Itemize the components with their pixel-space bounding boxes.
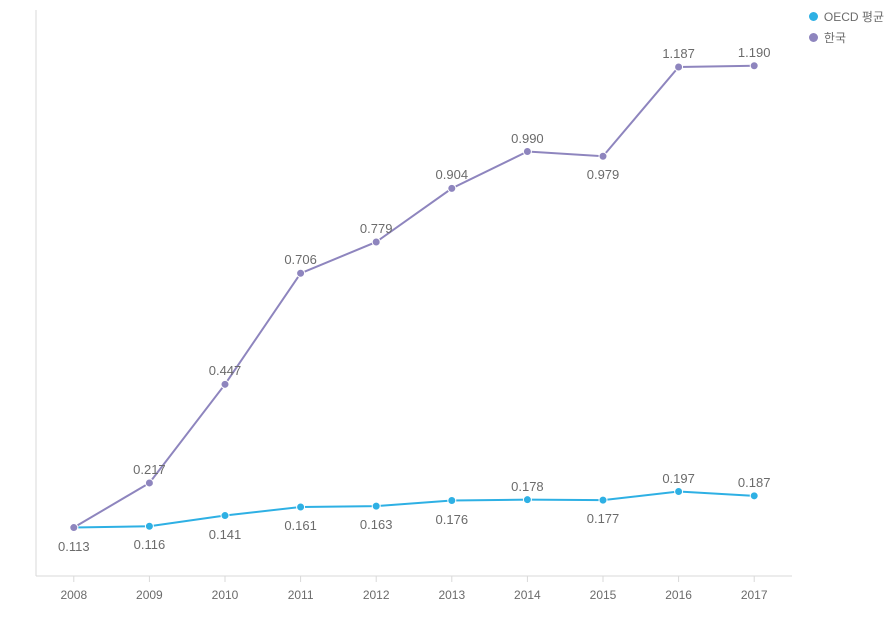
data-point-label: 1.187 — [662, 46, 695, 61]
data-point-label: 0.217 — [133, 462, 166, 477]
data-point-label: 0.113 — [58, 539, 90, 554]
x-tick-label: 2016 — [665, 588, 692, 602]
data-point-label: 0.779 — [360, 221, 393, 236]
x-tick-label: 2011 — [288, 588, 314, 602]
x-tick-label: 2008 — [60, 588, 87, 602]
data-point-label: 0.161 — [284, 518, 317, 533]
legend-label: 한국 — [824, 29, 846, 46]
data-point-label: 1.190 — [738, 45, 771, 60]
data-point-label: 0.116 — [134, 537, 166, 552]
legend-dot-icon — [809, 33, 818, 42]
data-point-label: 0.141 — [209, 527, 242, 542]
legend-item-korea[interactable]: 한국 — [809, 29, 884, 46]
legend-item-oecd[interactable]: OECD 평균 — [809, 8, 884, 25]
x-tick-label: 2014 — [514, 588, 541, 602]
data-point-label: 0.177 — [587, 511, 620, 526]
data-point-label: 0.447 — [209, 363, 242, 378]
data-point-label: 0.979 — [587, 167, 620, 182]
data-point-label: 0.176 — [436, 512, 469, 527]
data-point-label: 0.706 — [284, 252, 317, 267]
x-tick-label: 2012 — [363, 588, 390, 602]
legend-label: OECD 평균 — [824, 8, 884, 25]
x-tick-label: 2017 — [741, 588, 768, 602]
legend-dot-icon — [809, 12, 818, 21]
x-tick-label: 2010 — [212, 588, 239, 602]
data-point-label: 0.187 — [738, 475, 771, 490]
x-tick-label: 2015 — [590, 588, 617, 602]
data-point-label: 0.197 — [662, 471, 695, 486]
data-point-label: 0.163 — [360, 517, 393, 532]
line-chart: OECD 평균 한국 2008 2009 2010 2011 2012 2013 2014 2… — [0, 0, 894, 617]
x-tick-label: 2009 — [136, 588, 163, 602]
data-point-label: 0.178 — [511, 479, 544, 494]
legend: OECD 평균 한국 — [809, 8, 884, 50]
x-tick-label: 2013 — [438, 588, 465, 602]
data-point-label: 0.990 — [511, 131, 544, 146]
data-point-label: 0.904 — [436, 167, 469, 182]
